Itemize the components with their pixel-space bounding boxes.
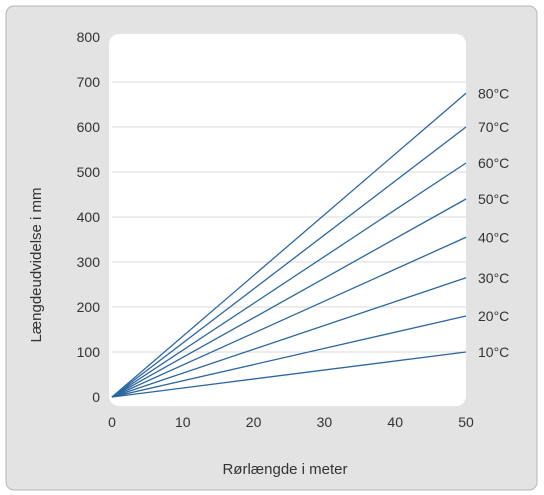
series-labels: 10°C 20°C 30°C 40°C 50°C 60°C 70°C 80°C <box>478 85 509 360</box>
x-tick-label: 20 <box>246 414 262 430</box>
x-axis-title: Rørlængde i meter <box>222 461 347 478</box>
series-line <box>111 198 467 398</box>
x-axis-ticks: 0 10 20 30 40 50 <box>108 414 474 430</box>
series-line <box>111 277 467 398</box>
series-label: 10°C <box>478 344 509 360</box>
series-line <box>111 162 467 398</box>
series-label: 80°C <box>478 85 509 101</box>
series-line <box>111 236 467 398</box>
x-tick-label: 30 <box>317 414 333 430</box>
y-tick-label: 700 <box>77 74 101 90</box>
plot-area <box>109 34 466 406</box>
series-line <box>111 315 467 398</box>
series-label: 20°C <box>478 308 509 324</box>
x-tick-label: 10 <box>175 414 191 430</box>
series-line <box>111 351 467 398</box>
y-tick-label: 500 <box>77 164 101 180</box>
x-tick-label: 40 <box>387 414 403 430</box>
y-tick-label: 400 <box>77 209 101 225</box>
y-axis-title: Længdeudvidelse i mm <box>28 187 45 342</box>
y-axis-ticks: 0 100 200 300 400 500 600 700 800 <box>77 29 101 405</box>
y-tick-label: 0 <box>92 389 100 405</box>
y-tick-label: 800 <box>77 29 101 45</box>
y-tick-label: 100 <box>77 344 101 360</box>
y-tick-label: 300 <box>77 254 101 270</box>
series-label: 40°C <box>478 229 509 245</box>
y-tick-label: 600 <box>77 119 101 135</box>
series-lines <box>111 92 467 398</box>
x-tick-label: 0 <box>108 414 116 430</box>
series-label: 30°C <box>478 270 509 286</box>
series-label: 70°C <box>478 119 509 135</box>
series-line <box>111 126 467 398</box>
series-label: 50°C <box>478 191 509 207</box>
series-label: 60°C <box>478 155 509 171</box>
x-tick-label: 50 <box>458 414 474 430</box>
series-line <box>111 92 467 398</box>
y-tick-label: 200 <box>77 299 101 315</box>
